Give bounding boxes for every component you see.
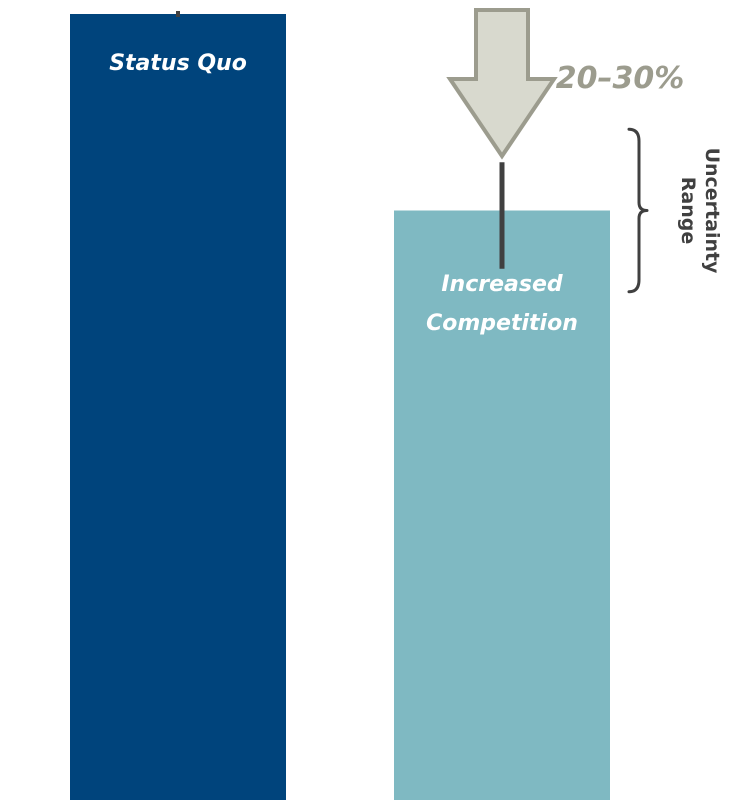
category-label-line: Increased [441, 272, 563, 297]
annotations-layer [446, 8, 649, 294]
bars-layer [70, 11, 610, 800]
down-arrow-icon [446, 8, 558, 160]
reduction-percent-label: 20–30% [556, 61, 685, 96]
labels-layer: 20–30% UncertaintyRange Status Quo Increase… [109, 51, 723, 336]
category-label-increased-competition: Increased Competition [426, 272, 578, 336]
bar-increased-competition [394, 210, 610, 800]
bar-status-quo [70, 14, 286, 800]
uncertainty-label-line: Uncertainty [701, 148, 723, 274]
uncertainty-label-line: Range [677, 177, 699, 244]
right-brace-icon [627, 127, 649, 294]
status-quo-cap-tick [176, 11, 180, 17]
uncertainty-range-label: UncertaintyRange [677, 148, 723, 274]
category-label-line: Competition [426, 311, 578, 336]
category-label-status-quo: Status Quo [109, 51, 247, 76]
